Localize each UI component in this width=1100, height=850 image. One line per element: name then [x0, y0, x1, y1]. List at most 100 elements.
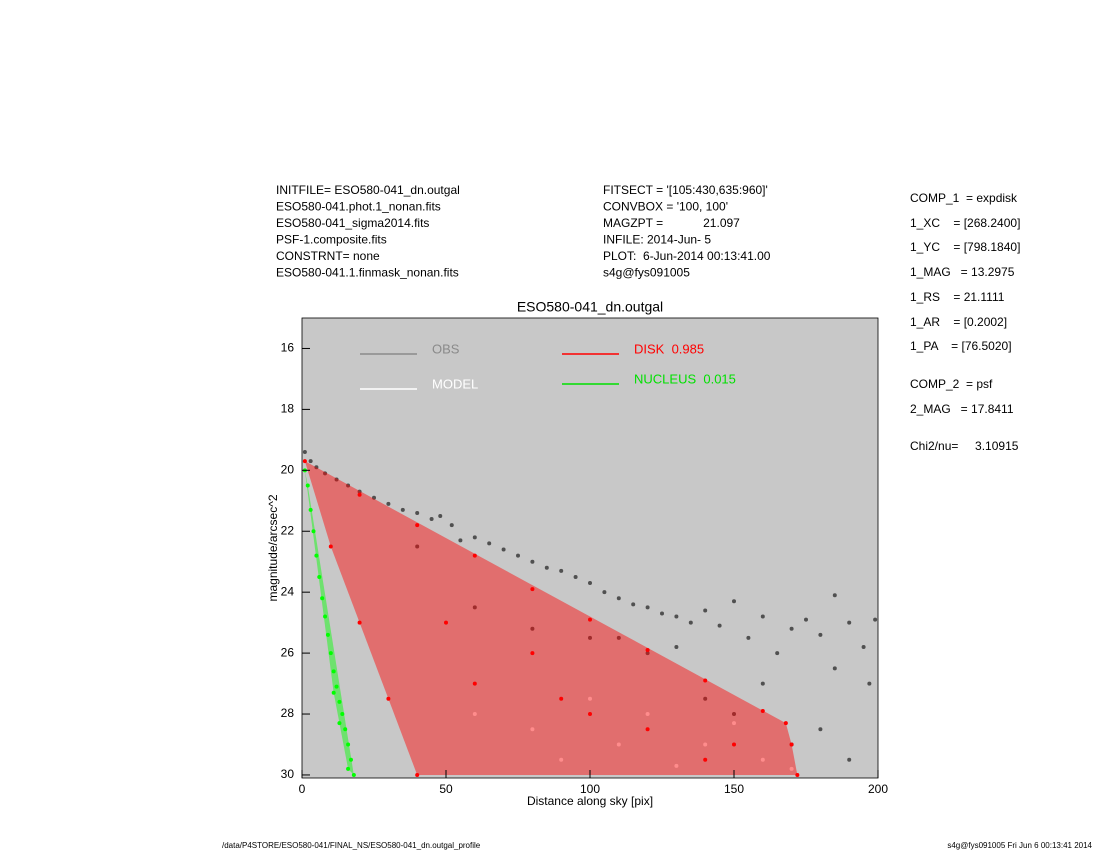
point	[351, 772, 356, 777]
y-tick-label: 22	[281, 523, 295, 537]
param-line: 1_YC = [798.1840]	[910, 240, 1020, 254]
legend-label: NUCLEUS 0.015	[634, 371, 736, 386]
point	[314, 465, 319, 470]
param-line: 1_AR = [0.2002]	[910, 315, 1007, 329]
point	[530, 727, 535, 732]
info-line: CONSTRNT= none	[276, 249, 380, 263]
point	[314, 553, 319, 558]
point	[386, 696, 391, 701]
point	[645, 727, 650, 732]
point	[320, 596, 325, 601]
point	[357, 620, 362, 625]
info-line: INITFILE= ESO580-041_dn.outgal	[276, 183, 460, 197]
param-line: COMP_1 = expdisk	[910, 191, 1018, 205]
point	[703, 742, 708, 747]
point	[400, 507, 405, 512]
point	[760, 614, 765, 619]
point	[616, 596, 621, 601]
point	[328, 544, 333, 549]
y-tick-label: 20	[281, 462, 295, 476]
point	[674, 763, 679, 768]
point	[472, 681, 477, 686]
info-line: ESO580-041.1.finmask_nonan.fits	[276, 266, 459, 280]
point	[588, 617, 592, 622]
point	[386, 501, 391, 506]
point	[645, 712, 650, 717]
point	[325, 632, 330, 637]
point	[674, 645, 679, 650]
point	[530, 651, 535, 656]
point	[588, 712, 592, 717]
point	[415, 523, 420, 528]
legend-label: OBS	[432, 341, 460, 356]
point	[867, 681, 872, 686]
point	[337, 699, 342, 704]
point	[357, 492, 362, 497]
point	[847, 757, 852, 762]
point	[559, 568, 564, 573]
point	[559, 757, 564, 762]
y-axis-label: magnitude/arcsec^2	[266, 494, 280, 601]
point	[331, 669, 336, 674]
point	[588, 696, 592, 701]
y-tick-label: 30	[281, 767, 295, 781]
point	[302, 450, 307, 455]
param-line: 2_MAG = 17.8411	[910, 402, 1014, 416]
point	[789, 742, 794, 747]
point	[487, 541, 492, 546]
y-tick-label: 24	[281, 584, 295, 598]
point	[631, 602, 636, 607]
point	[645, 648, 650, 653]
point	[415, 772, 420, 777]
point	[438, 514, 443, 519]
point	[732, 599, 736, 604]
point	[334, 477, 339, 482]
point	[760, 681, 765, 686]
point	[847, 620, 852, 625]
point	[444, 620, 448, 625]
info-line: ESO580-041_sigma2014.fits	[276, 216, 429, 230]
x-tick-label: 200	[868, 782, 888, 796]
y-tick-label: 26	[281, 645, 295, 659]
point	[530, 626, 535, 631]
footer-right: s4g@fys091005 Fri Jun 6 00:13:41 2014	[947, 841, 1092, 850]
point	[616, 742, 621, 747]
point	[317, 574, 322, 579]
point	[732, 721, 736, 726]
point	[305, 483, 310, 488]
point	[873, 617, 878, 622]
param-line: 1_MAG = 13.2975	[910, 265, 1015, 279]
point	[602, 590, 607, 595]
point	[544, 565, 549, 570]
point	[346, 766, 351, 771]
point	[818, 727, 823, 732]
point	[804, 617, 808, 622]
point	[429, 517, 434, 522]
info-line: INFILE: 2014-Jun- 5	[603, 233, 711, 247]
point	[832, 593, 837, 598]
plot-background	[301, 317, 879, 779]
param-line: 1_PA = [76.5020]	[910, 339, 1012, 353]
point	[331, 690, 336, 695]
plot-area	[302, 450, 878, 777]
info-line: CONVBOX = '100, 100'	[603, 200, 728, 214]
x-axis-label: Distance along sky [pix]	[527, 794, 653, 808]
point	[372, 495, 376, 500]
point	[472, 553, 477, 558]
region	[304, 461, 798, 775]
point	[311, 529, 316, 534]
point	[340, 712, 345, 717]
param-line: 1_RS = 21.1111	[910, 290, 1005, 304]
y-tick-label: 28	[281, 706, 295, 720]
point	[818, 632, 823, 637]
param-line: COMP_2 = psf	[910, 377, 993, 391]
point	[645, 605, 650, 610]
point	[472, 535, 477, 540]
point	[789, 626, 794, 631]
point	[789, 766, 794, 771]
point	[346, 742, 351, 747]
point	[308, 459, 313, 464]
legend-label: DISK 0.985	[634, 341, 704, 356]
point	[516, 553, 520, 558]
